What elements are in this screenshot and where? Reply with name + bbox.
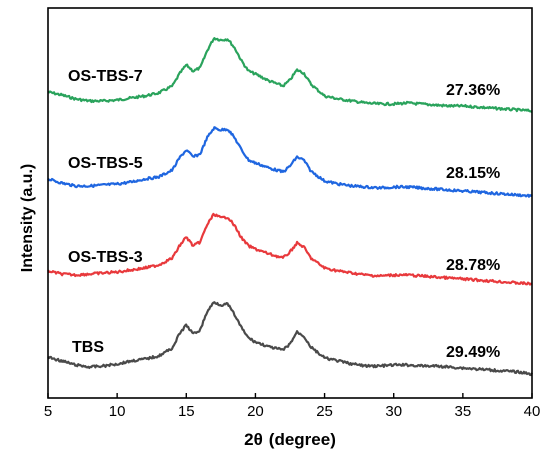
x-tick-label: 20 — [247, 403, 264, 420]
series-label-os-tbs-3: OS-TBS-3 — [68, 249, 143, 266]
y-axis-label: Intensity (a.u.) — [19, 164, 36, 272]
series-line-os-tbs-3 — [47, 212, 533, 286]
x-axis-unit: (degree) — [269, 430, 336, 449]
series-label-os-tbs-7: OS-TBS-7 — [68, 68, 143, 85]
x-tick-label: 30 — [385, 403, 402, 420]
series-line-os-tbs-7 — [47, 37, 533, 114]
x-tick-label: 35 — [455, 403, 472, 420]
x-tick-label: 15 — [178, 403, 195, 420]
axes-layer: 5 10 15 20 25 30 35 40 — [44, 7, 541, 420]
x-tick-label: 25 — [316, 403, 333, 420]
crystallinity-label-os-tbs-7: 27.36% — [446, 82, 500, 99]
series-layer — [47, 37, 533, 377]
x-axis-label: 2θ (degree) — [244, 430, 336, 449]
x-tick-label: 40 — [524, 403, 541, 420]
crystallinity-label-os-tbs-3: 28.78% — [446, 257, 500, 274]
x-tick-label: 10 — [109, 403, 126, 420]
series-line-tbs — [47, 301, 533, 377]
crystallinity-label-tbs: 29.49% — [446, 344, 500, 361]
crystallinity-label-os-tbs-5: 28.15% — [446, 165, 500, 182]
x-axis-symbol: 2θ — [244, 430, 263, 449]
x-tick-label: 5 — [44, 403, 52, 420]
labels-layer: Intensity (a.u.) 2θ (degree) OS-TBS-7 27.3… — [19, 68, 500, 449]
series-label-os-tbs-5: OS-TBS-5 — [68, 155, 143, 172]
series-line-os-tbs-5 — [47, 126, 533, 198]
series-label-tbs: TBS — [72, 339, 104, 356]
plot-frame — [47, 7, 533, 399]
